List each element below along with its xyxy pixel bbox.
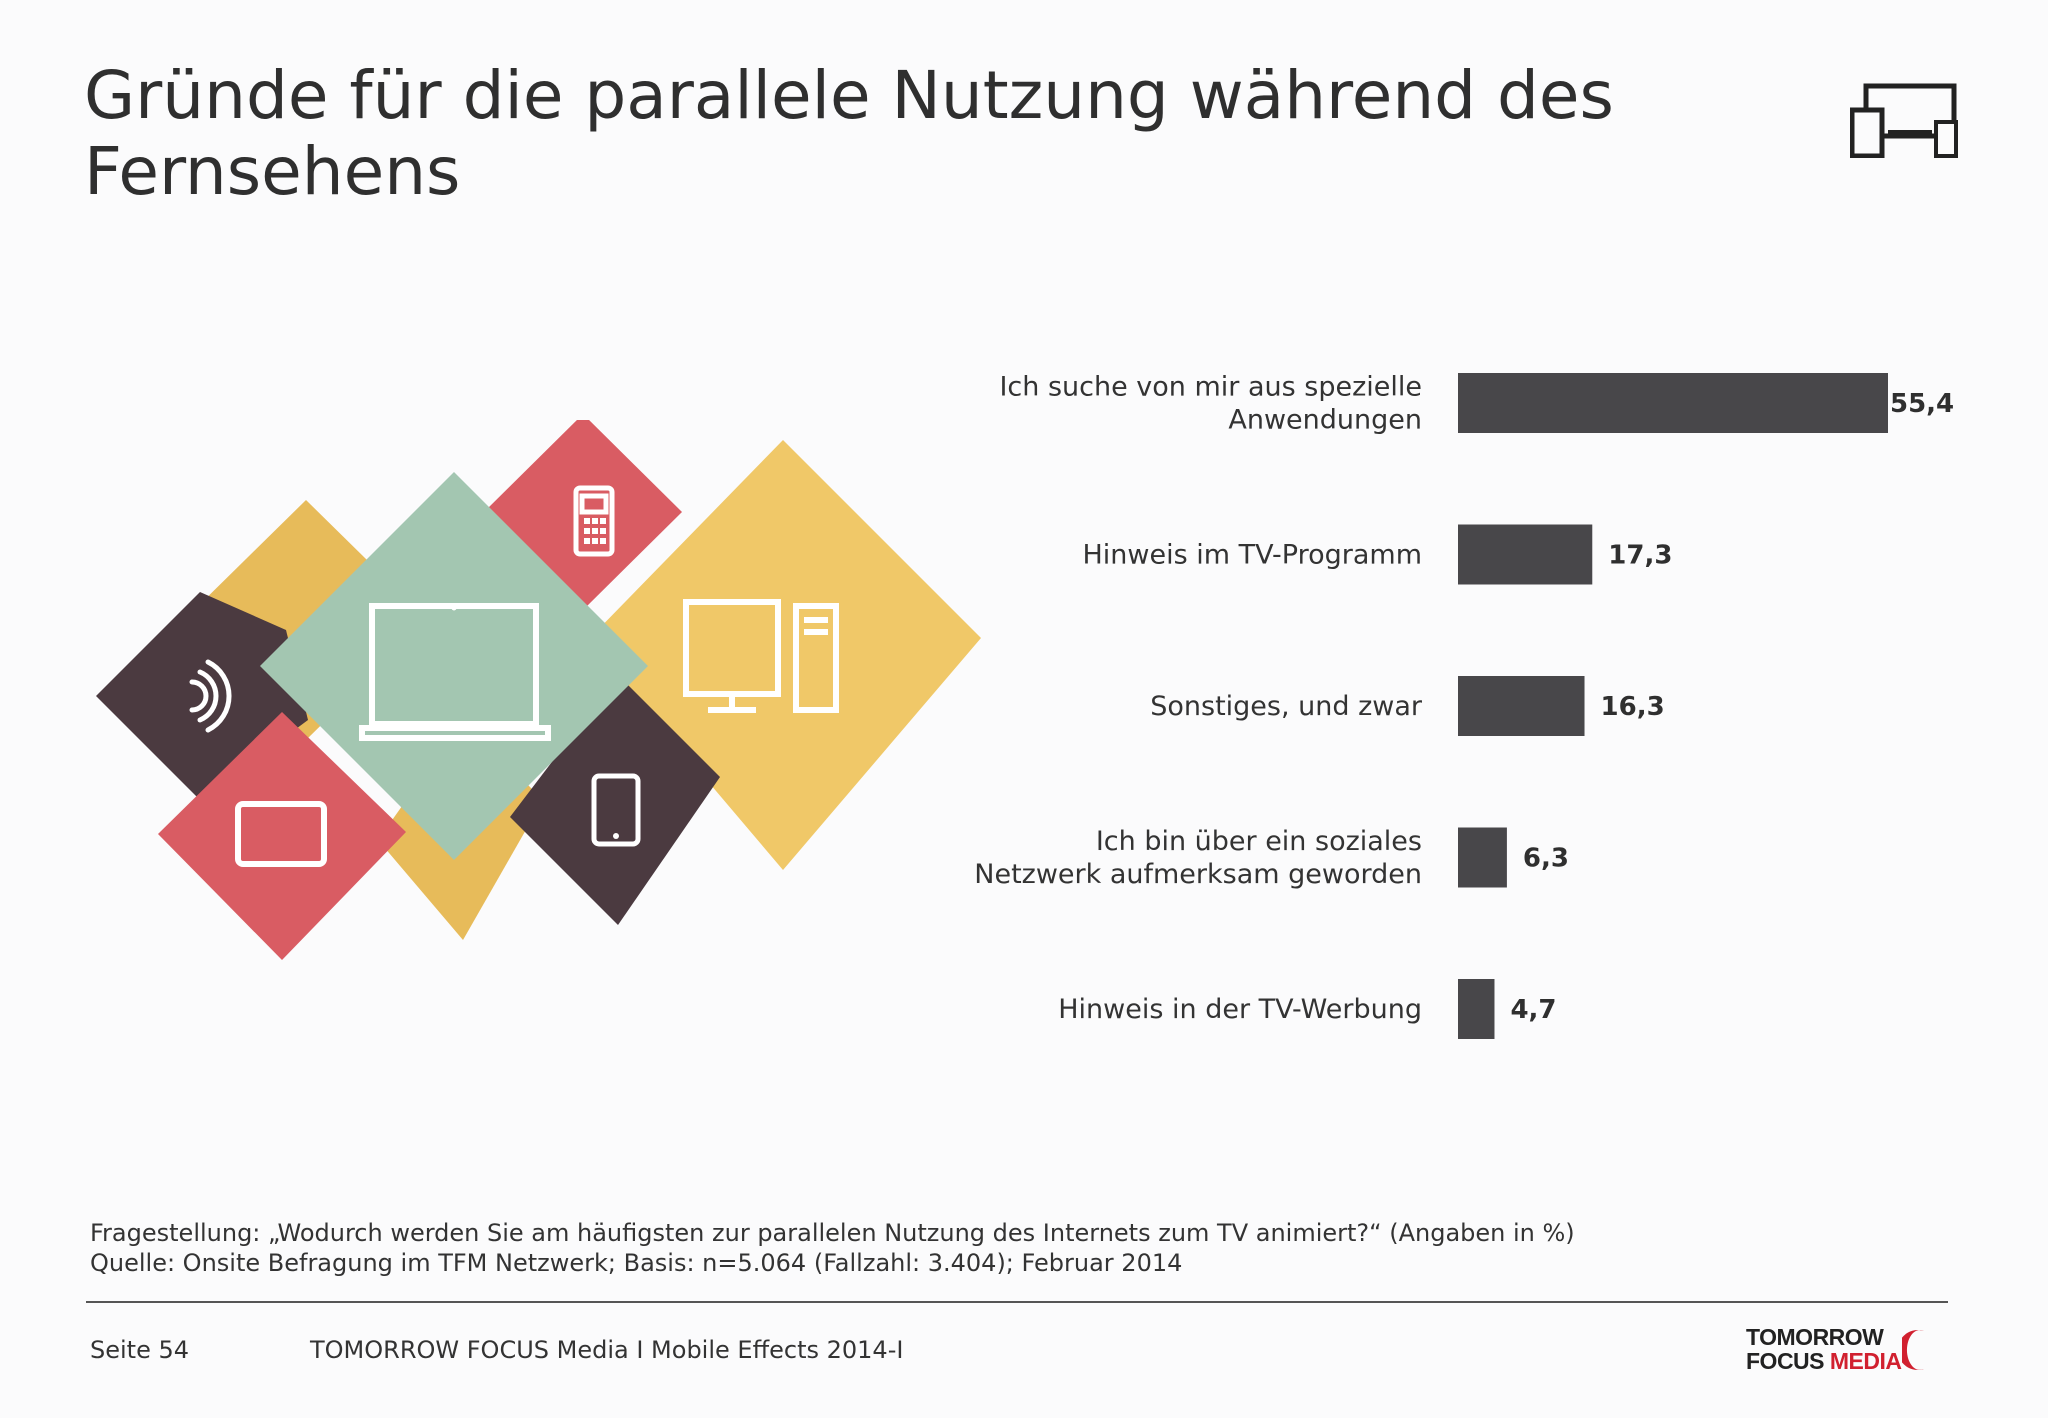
footnote: Fragestellung: „Wodurch werden Sie am hä… bbox=[90, 1218, 1890, 1278]
value-label-5: 4,7 bbox=[1510, 995, 1556, 1025]
devices-illustration bbox=[96, 420, 981, 960]
bar-2 bbox=[1458, 524, 1593, 585]
dark-diamond-bottom bbox=[510, 675, 720, 925]
green-diamond-center bbox=[260, 472, 648, 860]
value-label-1: 55,4 bbox=[1890, 389, 1954, 419]
wifi-icon bbox=[189, 659, 232, 733]
desktop-tower-icon bbox=[793, 603, 839, 713]
bar-3 bbox=[1458, 676, 1585, 736]
devices-icon bbox=[1850, 83, 1958, 158]
value-label-3: 16,3 bbox=[1601, 692, 1665, 722]
category-label-1: Ich suche von mir aus spezielle Anwendung… bbox=[999, 372, 1422, 436]
page-title: Gründe für die parallele Nutzung während… bbox=[84, 57, 1614, 210]
page-number: Seite 54 bbox=[90, 1336, 190, 1364]
category-label-5: Hinweis in der TV-Werbung bbox=[1058, 994, 1422, 1025]
value-label-4: 6,3 bbox=[1523, 844, 1569, 874]
footnote-source: Quelle: Onsite Befragung im TFM Netzwerk… bbox=[90, 1249, 1183, 1277]
category-label-3: Sonstiges, und zwar bbox=[1150, 691, 1423, 722]
logo-media: MEDIA bbox=[1829, 1348, 1902, 1374]
yellow-diamond-big bbox=[588, 440, 981, 870]
tablet-icon bbox=[235, 801, 327, 867]
smartphone-icon bbox=[591, 773, 641, 847]
category-label-2: Hinweis im TV-Programm bbox=[1083, 540, 1423, 571]
footer-divider bbox=[86, 1301, 1948, 1303]
logo-focus: FOCUS bbox=[1746, 1348, 1825, 1374]
bar-5 bbox=[1458, 979, 1495, 1039]
bar-chart: 55,4 Ich suche von mir aus spezielle Anwen… bbox=[974, 372, 1954, 1039]
publication-label: TOMORROW FOCUS Media I Mobile Effects 20… bbox=[310, 1336, 904, 1364]
footnote-question: Fragestellung: „Wodurch werden Sie am hä… bbox=[90, 1219, 1575, 1247]
red-diamond-top bbox=[484, 420, 682, 610]
bar-4 bbox=[1458, 827, 1507, 888]
monitor-icon bbox=[683, 599, 781, 713]
company-logo: TOMORROW FOCUS MEDIA bbox=[1746, 1325, 1956, 1375]
mobile-phone-icon bbox=[573, 485, 615, 557]
red-diamond-left bbox=[158, 712, 406, 960]
logo-mark-icon bbox=[1902, 1330, 1924, 1370]
value-label-2: 17,3 bbox=[1608, 541, 1672, 571]
logo-line-1: TOMORROW bbox=[1746, 1324, 1884, 1350]
category-label-4: Ich bin über ein soziales Netzwerk aufmer… bbox=[974, 826, 1422, 890]
bar-1 bbox=[1458, 373, 1888, 433]
